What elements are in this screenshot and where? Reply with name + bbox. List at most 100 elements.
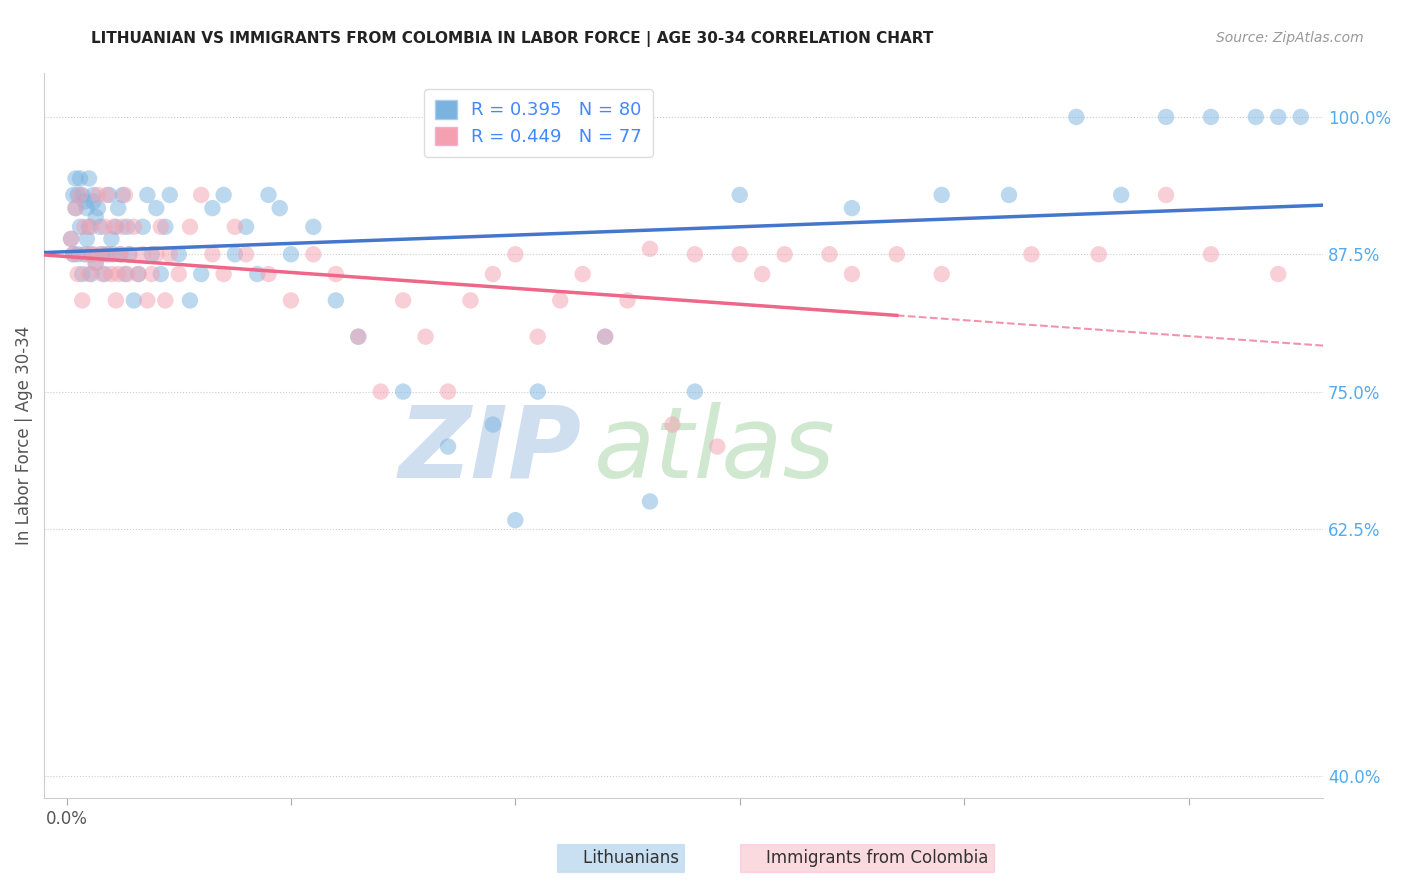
Point — [325, 267, 347, 281]
Point — [224, 219, 246, 234]
Text: Immigrants from Colombia: Immigrants from Colombia — [745, 849, 988, 867]
Point — [201, 247, 224, 261]
Point — [167, 267, 190, 281]
Point — [82, 188, 104, 202]
Point — [111, 188, 134, 202]
Point — [77, 219, 100, 234]
Point — [73, 194, 96, 209]
Point — [136, 293, 159, 308]
Point — [80, 247, 103, 261]
Point — [77, 267, 100, 281]
Point — [190, 188, 212, 202]
Point — [127, 267, 149, 281]
Point — [159, 188, 181, 202]
Point — [115, 267, 138, 281]
Point — [224, 247, 246, 261]
Point — [1021, 247, 1043, 261]
Point — [638, 242, 661, 256]
Point — [347, 329, 370, 343]
Point — [437, 384, 460, 399]
Point — [370, 384, 392, 399]
Point — [190, 267, 212, 281]
Point — [100, 232, 122, 246]
Point — [115, 219, 138, 234]
Point — [100, 267, 122, 281]
Point — [1154, 188, 1177, 202]
Point — [212, 267, 235, 281]
Point — [149, 219, 172, 234]
Point — [76, 232, 98, 246]
Point — [87, 188, 110, 202]
Point — [257, 188, 280, 202]
Point — [415, 329, 437, 343]
Point — [69, 171, 91, 186]
Point — [998, 188, 1021, 202]
Point — [280, 247, 302, 261]
Text: atlas: atlas — [595, 401, 835, 499]
Point — [110, 247, 132, 261]
Point — [1154, 110, 1177, 124]
Point — [593, 329, 616, 343]
Point — [141, 247, 163, 261]
Point — [149, 267, 172, 281]
Point — [155, 293, 177, 308]
Point — [931, 188, 953, 202]
Point — [65, 201, 87, 215]
Point — [1267, 110, 1289, 124]
Text: Source: ZipAtlas.com: Source: ZipAtlas.com — [1216, 31, 1364, 45]
Point — [89, 247, 111, 261]
Point — [302, 219, 325, 234]
Point — [347, 329, 370, 343]
Point — [66, 247, 89, 261]
Point — [73, 219, 96, 234]
Point — [96, 188, 118, 202]
Point — [76, 201, 98, 215]
Point — [93, 219, 115, 234]
Point — [773, 247, 796, 261]
Point — [593, 329, 616, 343]
Point — [60, 232, 83, 246]
Point — [179, 219, 201, 234]
Point — [103, 219, 125, 234]
Point — [107, 267, 129, 281]
Point — [62, 247, 84, 261]
Point — [127, 267, 149, 281]
Point — [77, 171, 100, 186]
Y-axis label: In Labor Force | Age 30-34: In Labor Force | Age 30-34 — [15, 326, 32, 545]
Point — [145, 247, 167, 261]
Point — [257, 267, 280, 281]
Point — [72, 293, 94, 308]
Point — [1199, 110, 1222, 124]
Point — [1109, 188, 1132, 202]
Point — [638, 494, 661, 508]
Point — [235, 219, 257, 234]
Point — [886, 247, 908, 261]
Point — [683, 384, 706, 399]
Point — [460, 293, 482, 308]
Point — [122, 293, 145, 308]
Point — [571, 267, 593, 281]
Point — [118, 247, 141, 261]
Point — [110, 247, 132, 261]
Point — [141, 267, 163, 281]
Point — [392, 384, 415, 399]
Point — [235, 247, 257, 261]
Point — [132, 247, 155, 261]
Point — [526, 384, 548, 399]
Point — [1289, 110, 1312, 124]
Point — [73, 247, 96, 261]
Point — [325, 293, 347, 308]
Point — [65, 201, 87, 215]
Point — [114, 267, 136, 281]
Point — [82, 247, 104, 261]
Point — [136, 188, 159, 202]
Point — [76, 247, 98, 261]
Point — [392, 293, 415, 308]
Point — [87, 201, 110, 215]
Text: ZIP: ZIP — [398, 401, 581, 499]
Point — [1199, 247, 1222, 261]
Point — [159, 247, 181, 261]
Point — [111, 219, 134, 234]
Point — [751, 267, 773, 281]
Point — [179, 293, 201, 308]
